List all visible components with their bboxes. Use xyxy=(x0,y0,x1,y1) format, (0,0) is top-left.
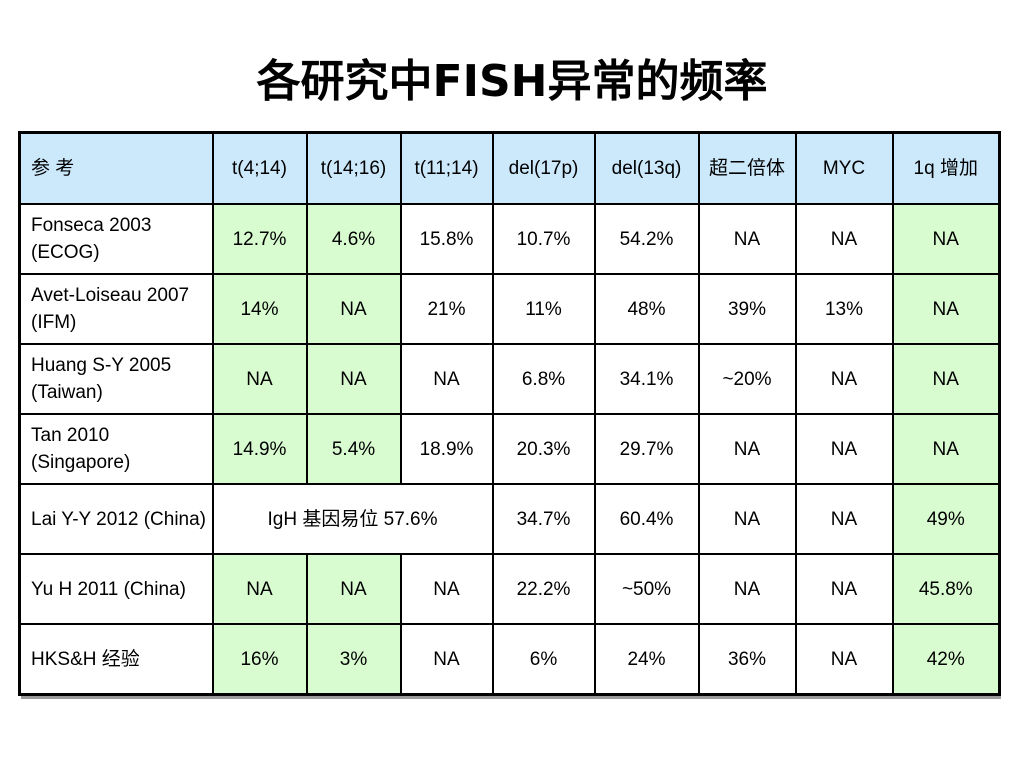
header-row: 参 考 t(4;14) t(14;16) t(11;14) del(17p) d… xyxy=(18,131,1001,205)
table-cell: NA xyxy=(891,203,1001,275)
table-cell: 24% xyxy=(593,623,700,696)
table-cell: 54.2% xyxy=(593,203,700,275)
reference-cell: Fonseca 2003 (ECOG) xyxy=(18,203,214,275)
table-cell: NA xyxy=(794,413,894,485)
table-cell: NA xyxy=(891,413,1001,485)
table-cell: NA xyxy=(697,483,797,555)
reference-cell: Tan 2010 (Singapore) xyxy=(18,413,214,485)
table-cell: 11% xyxy=(491,273,596,345)
table-cell: 21% xyxy=(399,273,494,345)
table-cell: 4.6% xyxy=(305,203,402,275)
table-cell: 12.7% xyxy=(211,203,308,275)
header-cell-del13q: del(13q) xyxy=(593,131,700,205)
header-cell-t4-14: t(4;14) xyxy=(211,131,308,205)
table-cell: NA xyxy=(891,343,1001,415)
table-cell: 22.2% xyxy=(491,553,596,625)
reference-cell: Huang S-Y 2005 (Taiwan) xyxy=(18,343,214,415)
fish-frequency-table: 参 考 t(4;14) t(14;16) t(11;14) del(17p) d… xyxy=(18,131,1001,696)
table-cell: NA xyxy=(697,413,797,485)
table-cell: 13% xyxy=(794,273,894,345)
table-container: 参 考 t(4;14) t(14;16) t(11;14) del(17p) d… xyxy=(18,131,1001,696)
table-cell: NA xyxy=(305,553,402,625)
header-cell-t11-14: t(11;14) xyxy=(399,131,494,205)
table-cell: 34.1% xyxy=(593,343,700,415)
table-cell: 45.8% xyxy=(891,553,1001,625)
merged-translocation-cell: IgH 基因易位 57.6% xyxy=(211,483,494,555)
table-cell: NA xyxy=(211,343,308,415)
slide-title: 各研究中FISH异常的频率 xyxy=(256,56,768,107)
table-cell: 5.4% xyxy=(305,413,402,485)
table-cell: 48% xyxy=(593,273,700,345)
table-cell: NA xyxy=(399,343,494,415)
table-cell: 14.9% xyxy=(211,413,308,485)
table-cell: 49% xyxy=(891,483,1001,555)
table-cell: NA xyxy=(697,553,797,625)
table-cell: NA xyxy=(794,203,894,275)
table-row: Lai Y-Y 2012 (China) IgH 基因易位 57.6% 34.7… xyxy=(18,483,1001,555)
header-cell-myc: MYC xyxy=(794,131,894,205)
reference-cell: Avet-Loiseau 2007 (IFM) xyxy=(18,273,214,345)
table-cell: 6% xyxy=(491,623,596,696)
reference-cell: Yu H 2011 (China) xyxy=(18,553,214,625)
table-cell: NA xyxy=(305,343,402,415)
table-cell: 42% xyxy=(891,623,1001,696)
table-cell: NA xyxy=(794,623,894,696)
table-cell: ~20% xyxy=(697,343,797,415)
table-cell: NA xyxy=(305,273,402,345)
table-cell: NA xyxy=(399,553,494,625)
table-row: Huang S-Y 2005 (Taiwan) NA NA NA 6.8% 34… xyxy=(18,343,1001,415)
table-row: Tan 2010 (Singapore) 14.9% 5.4% 18.9% 20… xyxy=(18,413,1001,485)
table-cell: 39% xyxy=(697,273,797,345)
table-cell: 34.7% xyxy=(491,483,596,555)
table-row: HKS&H 经验 16% 3% NA 6% 24% 36% NA 42% xyxy=(18,623,1001,696)
table-cell: 15.8% xyxy=(399,203,494,275)
table-cell: 29.7% xyxy=(593,413,700,485)
table-cell: NA xyxy=(211,553,308,625)
table-cell: 36% xyxy=(697,623,797,696)
table-cell: ~50% xyxy=(593,553,700,625)
header-cell-del17p: del(17p) xyxy=(491,131,596,205)
header-cell-t14-16: t(14;16) xyxy=(305,131,402,205)
table-cell: NA xyxy=(794,553,894,625)
table-cell: 10.7% xyxy=(491,203,596,275)
table-row: Yu H 2011 (China) NA NA NA 22.2% ~50% NA… xyxy=(18,553,1001,625)
table-cell: NA xyxy=(891,273,1001,345)
table-cell: NA xyxy=(697,203,797,275)
table-row: Avet-Loiseau 2007 (IFM) 14% NA 21% 11% 4… xyxy=(18,273,1001,345)
reference-cell: HKS&H 经验 xyxy=(18,623,214,696)
table-cell: 3% xyxy=(305,623,402,696)
table-cell: NA xyxy=(794,343,894,415)
table-cell: 18.9% xyxy=(399,413,494,485)
table-cell: 16% xyxy=(211,623,308,696)
table-cell: 20.3% xyxy=(491,413,596,485)
header-cell-hyperdiploid: 超二倍体 xyxy=(697,131,797,205)
table-cell: 6.8% xyxy=(491,343,596,415)
header-cell-reference: 参 考 xyxy=(18,131,214,205)
table-cell: 14% xyxy=(211,273,308,345)
header-cell-1q-gain: 1q 增加 xyxy=(891,131,1001,205)
table-cell: NA xyxy=(794,483,894,555)
reference-cell: Lai Y-Y 2012 (China) xyxy=(18,483,214,555)
table-row: Fonseca 2003 (ECOG) 12.7% 4.6% 15.8% 10.… xyxy=(18,203,1001,275)
table-cell: 60.4% xyxy=(593,483,700,555)
table-cell: NA xyxy=(399,623,494,696)
